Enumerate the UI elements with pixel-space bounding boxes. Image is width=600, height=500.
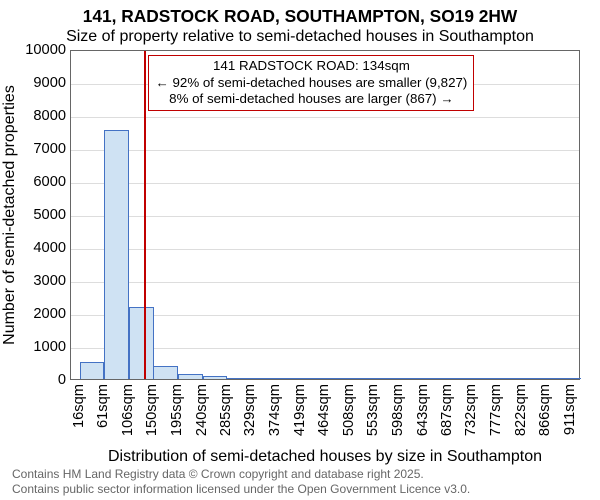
xtick-label: 419sqm: [292, 384, 308, 436]
ytick-label: 6000: [16, 174, 66, 190]
xtick-label: 911sqm: [562, 384, 578, 435]
bar: [178, 374, 203, 379]
bar: [399, 378, 424, 379]
gridline-h: [71, 216, 579, 217]
xtick-label: 598sqm: [390, 384, 406, 436]
ytick-label: 9000: [16, 75, 66, 91]
ytick-label: 10000: [16, 42, 66, 58]
bar: [227, 378, 252, 379]
bar: [424, 378, 449, 379]
gridline-h: [71, 117, 579, 118]
bar: [80, 362, 105, 379]
bar: [448, 378, 473, 379]
xtick-label: 285sqm: [218, 384, 234, 436]
ytick-label: 4000: [16, 240, 66, 256]
xtick-label: 195sqm: [169, 384, 185, 436]
xtick-label: 643sqm: [415, 384, 431, 436]
xtick-label: 329sqm: [242, 384, 258, 436]
callout-box: 141 RADSTOCK ROAD: 134sqm← 92% of semi-d…: [148, 55, 474, 111]
gridline-h: [71, 282, 579, 283]
ytick-label: 1000: [16, 339, 66, 355]
xtick-label: 553sqm: [365, 384, 381, 436]
bar: [276, 378, 301, 379]
x-axis-label: Distribution of semi-detached houses by …: [70, 448, 580, 466]
ytick-label: 2000: [16, 306, 66, 322]
bar: [522, 378, 547, 379]
xtick-label: 508sqm: [341, 384, 357, 436]
bar: [374, 378, 399, 379]
ytick-label: 8000: [16, 108, 66, 124]
bar: [129, 307, 154, 379]
plot-area: 141 RADSTOCK ROAD: 134sqm← 92% of semi-d…: [70, 50, 580, 380]
ytick-label: 5000: [16, 207, 66, 223]
attribution-line2: Contains public sector information licen…: [12, 482, 470, 496]
callout-line: ← 92% of semi-detached houses are smalle…: [155, 75, 467, 92]
bar: [251, 378, 276, 379]
ytick-label: 0: [16, 372, 66, 388]
ytick-label: 7000: [16, 141, 66, 157]
bar: [497, 378, 522, 379]
bar: [153, 366, 178, 379]
gridline-h: [71, 183, 579, 184]
chart-title: 141, RADSTOCK ROAD, SOUTHAMPTON, SO19 2H…: [0, 0, 600, 27]
xtick-label: 150sqm: [144, 384, 160, 436]
callout-line: 141 RADSTOCK ROAD: 134sqm: [155, 58, 467, 75]
bar: [203, 376, 228, 379]
xtick-label: 777sqm: [488, 384, 504, 436]
xtick-label: 374sqm: [267, 384, 283, 436]
ytick-label: 3000: [16, 273, 66, 289]
chart-container: 141, RADSTOCK ROAD, SOUTHAMPTON, SO19 2H…: [0, 0, 600, 500]
bar: [571, 378, 581, 379]
gridline-h: [71, 150, 579, 151]
xtick-label: 464sqm: [316, 384, 332, 436]
xtick-label: 732sqm: [463, 384, 479, 436]
bar: [546, 378, 571, 379]
marker-line: [144, 51, 146, 379]
xtick-label: 16sqm: [71, 384, 87, 428]
attribution-line1: Contains HM Land Registry data © Crown c…: [12, 467, 470, 481]
xtick-label: 240sqm: [194, 384, 210, 436]
chart-subtitle: Size of property relative to semi-detach…: [0, 27, 600, 50]
xtick-label: 822sqm: [513, 384, 529, 436]
bar: [104, 130, 129, 379]
callout-line: 8% of semi-detached houses are larger (8…: [155, 91, 467, 108]
bar: [301, 378, 326, 379]
gridline-h: [71, 249, 579, 250]
xtick-label: 687sqm: [439, 384, 455, 436]
xtick-label: 61sqm: [95, 384, 111, 428]
xtick-label: 866sqm: [537, 384, 553, 436]
bar: [350, 378, 375, 379]
chart-area: Number of semi-detached properties 141 R…: [60, 50, 580, 410]
bar: [325, 378, 350, 379]
attribution: Contains HM Land Registry data © Crown c…: [12, 467, 470, 496]
bar: [472, 378, 497, 379]
xtick-label: 106sqm: [120, 384, 136, 436]
